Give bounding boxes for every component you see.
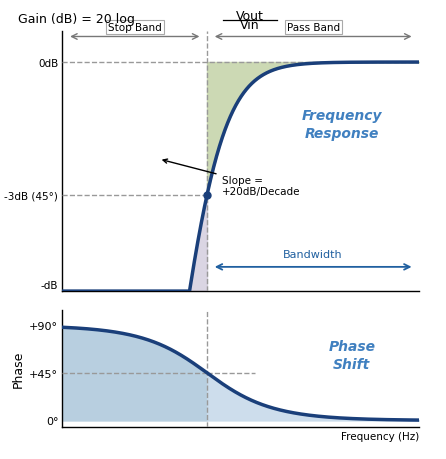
Text: Gain (dB) = 20 log: Gain (dB) = 20 log (18, 13, 135, 26)
Text: $\it{f}$c (HP): $\it{f}$c (HP) (187, 316, 227, 330)
Text: Phase
Shift: Phase Shift (328, 339, 375, 371)
Text: Pass Band: Pass Band (287, 23, 340, 33)
Text: Vin: Vin (240, 19, 260, 32)
Text: Stop Band: Stop Band (108, 23, 161, 33)
Text: Bandwidth: Bandwidth (283, 249, 343, 259)
Text: Slope =
+20dB/Decade: Slope = +20dB/Decade (163, 160, 300, 197)
Text: Frequency (Hz)
(Logarithmic Scale): Frequency (Hz) (Logarithmic Scale) (331, 311, 419, 330)
Text: Frequency (Hz): Frequency (Hz) (341, 431, 419, 441)
Y-axis label: Phase: Phase (12, 350, 25, 387)
Text: Vout: Vout (236, 10, 264, 23)
Text: Frequency
Response: Frequency Response (302, 108, 382, 140)
